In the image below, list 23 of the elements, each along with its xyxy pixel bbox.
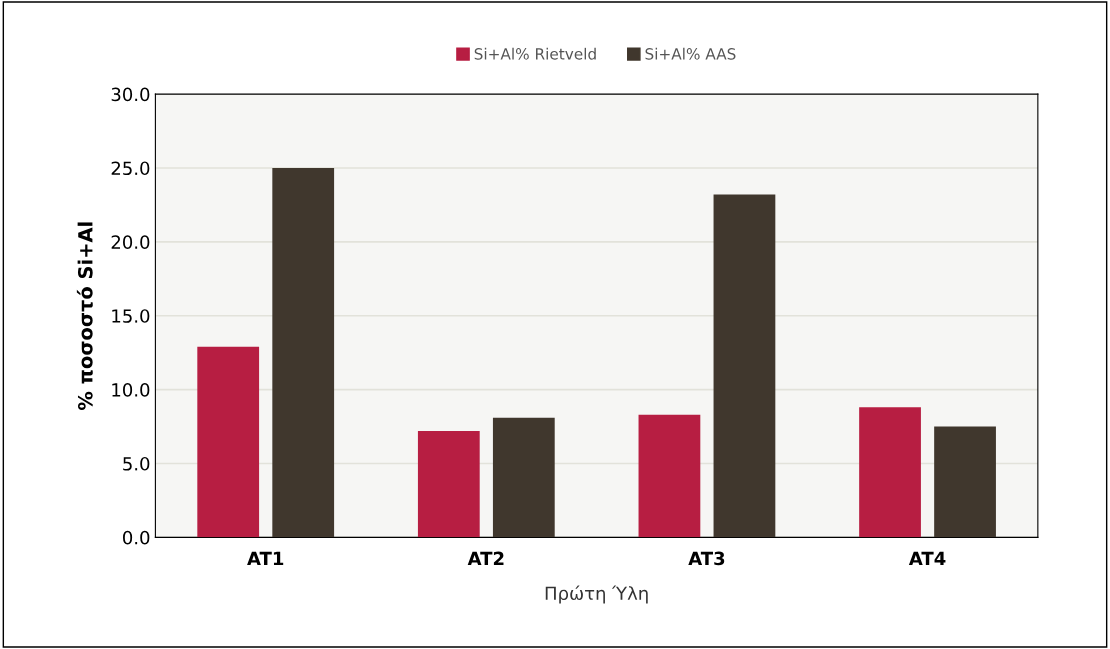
bar — [713, 194, 776, 538]
y-axis-title: % ποσοστό Si+Al — [76, 222, 93, 411]
y-tick-label: 5.0 — [123, 456, 150, 471]
legend-label: Si+Al% Rietveld — [474, 47, 596, 60]
y-tick-label: 30.0 — [111, 87, 150, 102]
legend-label: Si+Al% AAS — [645, 47, 736, 60]
bar — [417, 430, 480, 538]
bar — [859, 407, 921, 538]
x-axis-title: Πρώτη Ύλη — [545, 585, 648, 604]
bar — [934, 426, 996, 538]
y-tick-label: 10.0 — [112, 383, 150, 397]
x-tick-label: AT3 — [688, 551, 725, 566]
y-tick-label: 0.0 — [123, 530, 150, 545]
x-tick-label: AT1 — [247, 551, 284, 565]
bar — [272, 167, 335, 538]
bar — [638, 414, 701, 538]
bar — [492, 417, 555, 538]
bar — [197, 346, 260, 538]
y-tick-label: 25.0 — [111, 161, 150, 176]
y-tick-label: 15.0 — [112, 309, 150, 323]
x-tick-label: AT2 — [467, 551, 504, 565]
x-tick-label: AT4 — [908, 551, 946, 565]
y-tick-label: 20.0 — [111, 235, 150, 249]
